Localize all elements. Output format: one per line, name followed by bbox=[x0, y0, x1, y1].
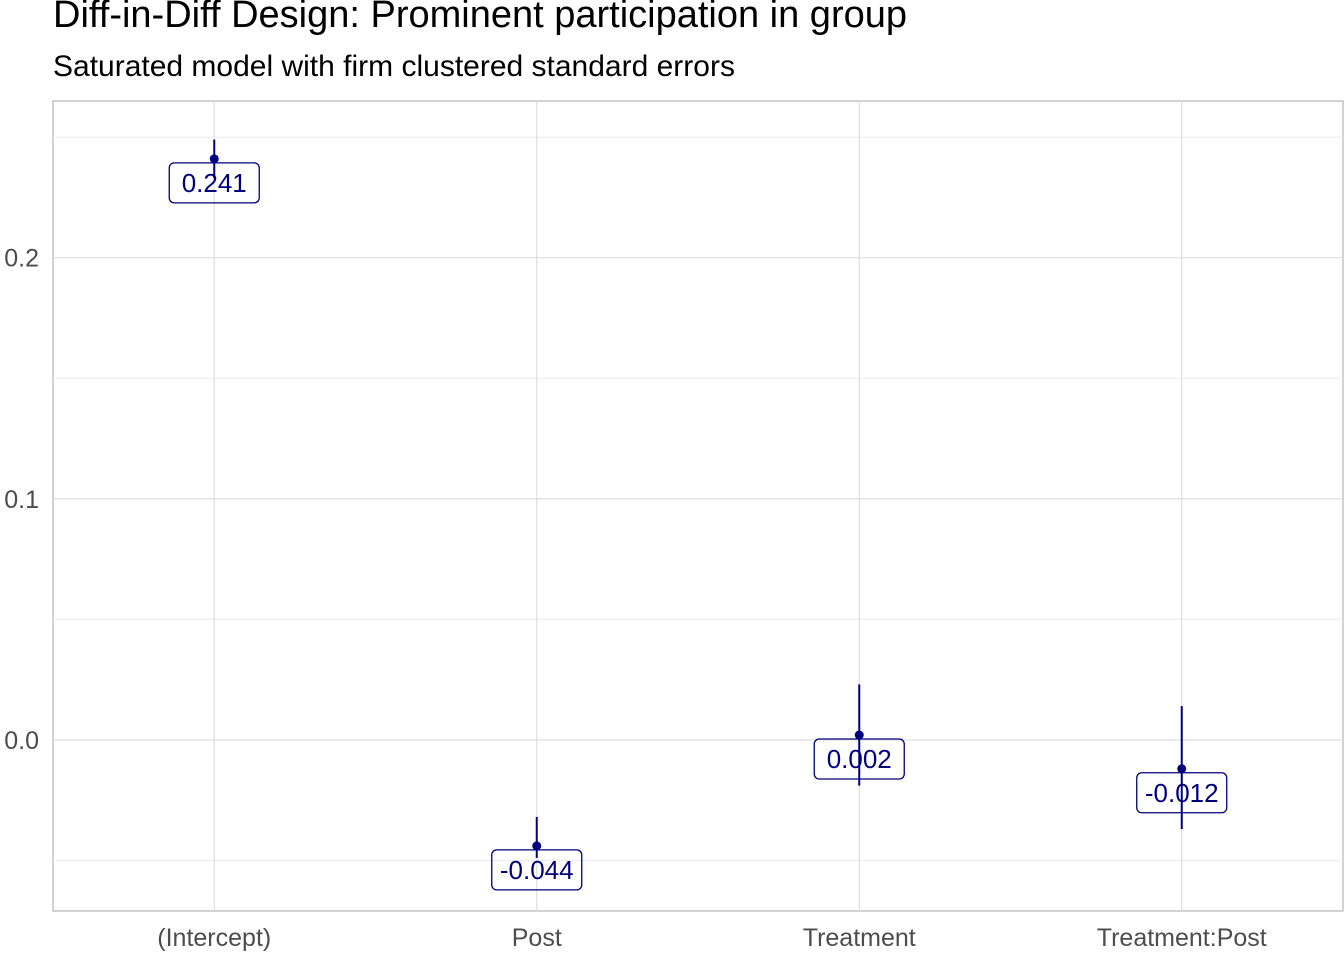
x-tick-label: Treatment:Post bbox=[1097, 924, 1267, 952]
estimate-label-box bbox=[168, 162, 260, 204]
estimate-label-box bbox=[813, 738, 905, 780]
x-tick-label: (Intercept) bbox=[157, 924, 271, 952]
estimate-point bbox=[532, 841, 542, 851]
estimate-label: 0.241 bbox=[182, 168, 247, 198]
x-tick-label: Post bbox=[512, 924, 562, 952]
panel-border bbox=[52, 100, 1344, 912]
chart-title: Diff-in-Diff Design: Prominent participa… bbox=[53, 0, 907, 36]
estimate-point bbox=[854, 730, 864, 740]
estimate-label: 0.002 bbox=[827, 744, 892, 774]
x-tick-label: Treatment bbox=[803, 924, 916, 952]
estimate-label: -0.044 bbox=[500, 855, 574, 885]
estimate-label-box bbox=[1136, 772, 1228, 814]
estimate-label-box bbox=[491, 849, 583, 891]
estimate-point bbox=[1177, 764, 1187, 774]
y-tick-label: 0.1 bbox=[4, 486, 39, 514]
estimate-label: -0.012 bbox=[1145, 778, 1219, 808]
y-tick-label: 0.0 bbox=[4, 727, 39, 755]
estimate-point bbox=[209, 154, 219, 164]
y-tick-label: 0.2 bbox=[4, 245, 39, 273]
chart-subtitle: Saturated model with firm clustered stan… bbox=[53, 50, 735, 83]
